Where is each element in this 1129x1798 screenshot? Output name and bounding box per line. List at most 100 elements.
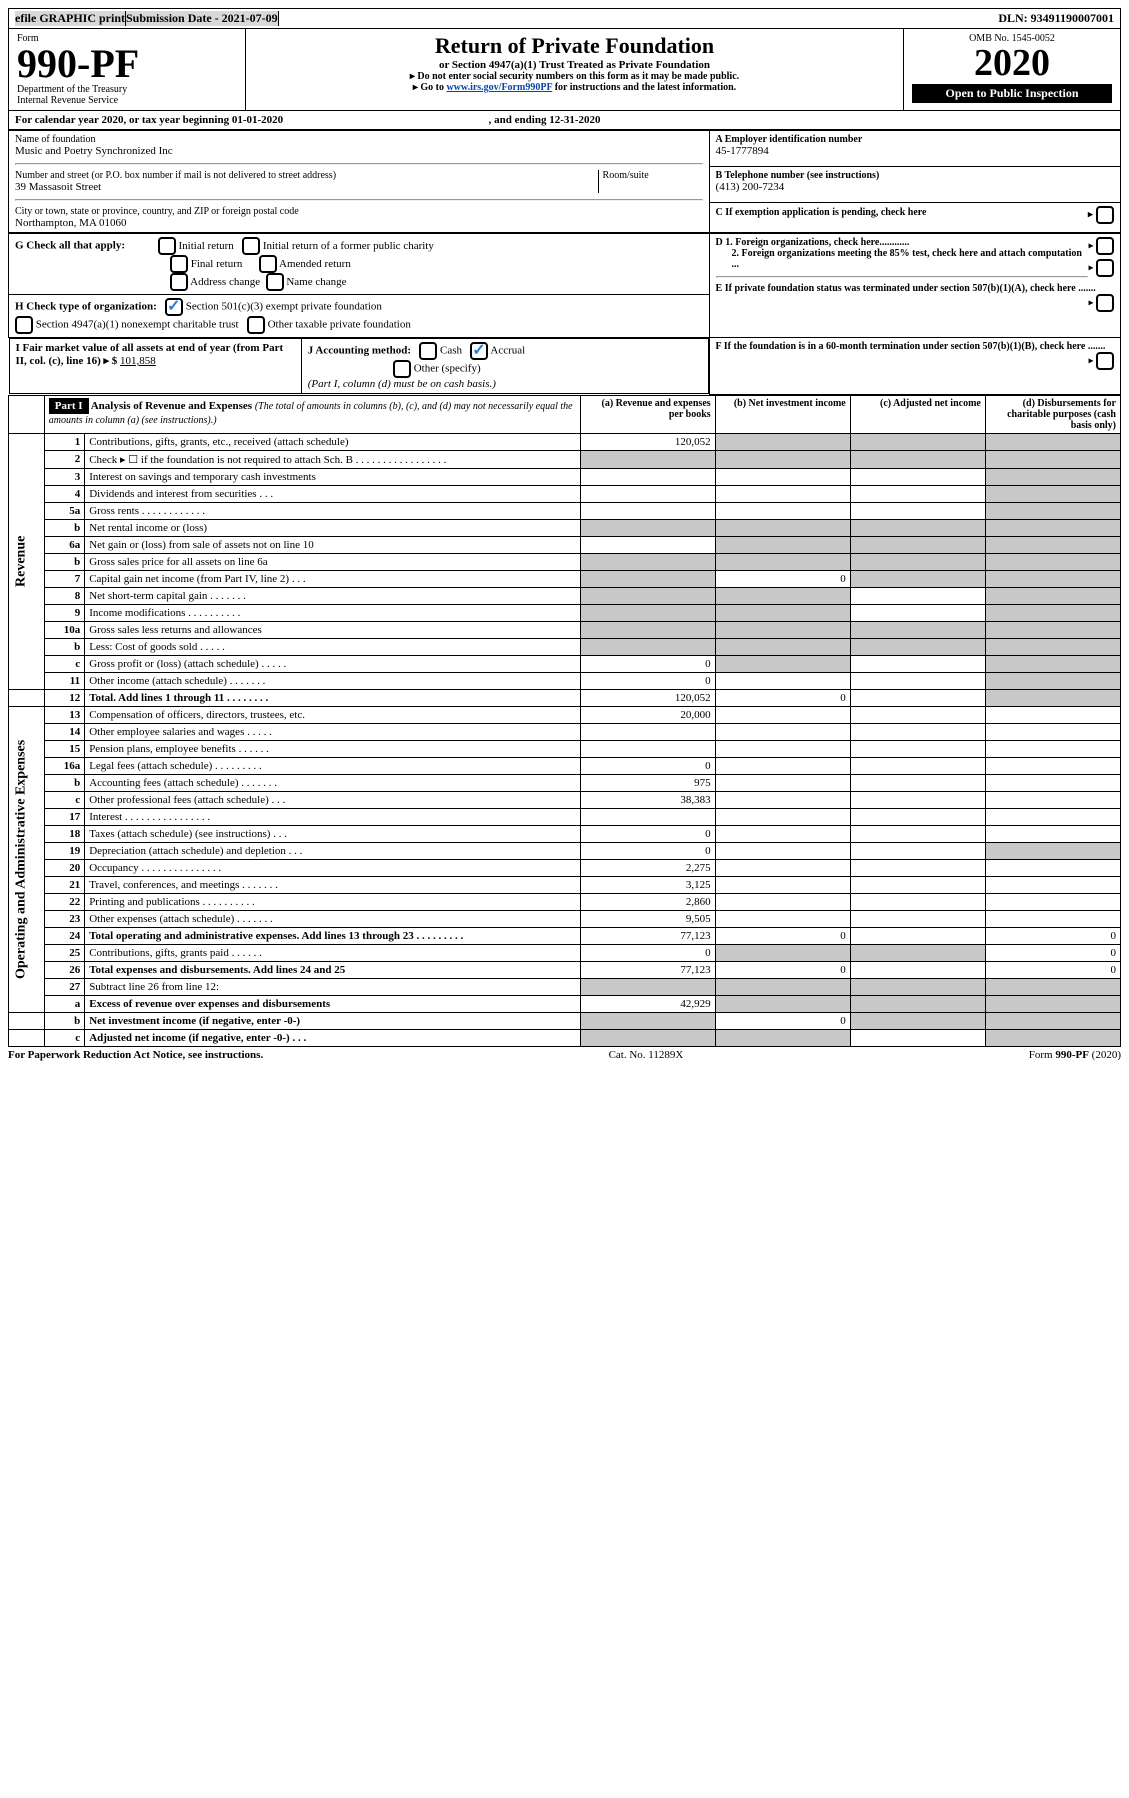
line-5b: bNet rental income or (loss) (9, 519, 1121, 536)
g-amended: Amended return (279, 258, 351, 270)
line-12: 12Total. Add lines 1 through 11 . . . . … (9, 689, 1121, 706)
line-27c: cAdjusted net income (if negative, enter… (9, 1029, 1121, 1046)
line-3: 3Interest on savings and temporary cash … (9, 468, 1121, 485)
phone-label: B Telephone number (see instructions) (716, 170, 1114, 181)
addr-label: Number and street (or P.O. box number if… (15, 170, 598, 181)
h-other-check[interactable] (247, 316, 265, 334)
h-4947-check[interactable] (15, 316, 33, 334)
j-cash: Cash (440, 345, 462, 357)
cal-text-b: , and ending (489, 114, 550, 126)
g-initial-check[interactable] (158, 237, 176, 255)
form-url-link[interactable]: www.irs.gov/Form990PF (446, 82, 552, 93)
line-24: 24Total operating and administrative exp… (9, 927, 1121, 944)
g-final-check[interactable] (170, 255, 188, 273)
line-16c: cOther professional fees (attach schedul… (9, 791, 1121, 808)
note-goto-suffix: for instructions and the latest informat… (552, 82, 736, 93)
efile-print-btn[interactable]: efile GRAPHIC print (15, 11, 126, 26)
j-note: (Part I, column (d) must be on cash basi… (308, 378, 496, 390)
line-11: 11Other income (attach schedule) . . . .… (9, 672, 1121, 689)
j-cash-check[interactable] (419, 342, 437, 360)
line-10b: bLess: Cost of goods sold . . . . . (9, 638, 1121, 655)
box-i-value: 101,858 (120, 355, 156, 367)
col-b-header: (b) Net investment income (715, 395, 850, 433)
line-27: 27Subtract line 26 from line 12: (9, 978, 1121, 995)
foundation-name: Music and Poetry Synchronized Inc (15, 145, 703, 157)
line-22: 22Printing and publications . . . . . . … (9, 893, 1121, 910)
line-25: 25Contributions, gifts, grants paid . . … (9, 944, 1121, 961)
line-14: 14Other employee salaries and wages . . … (9, 723, 1121, 740)
note-goto-prefix: ▸ Go to (413, 82, 447, 93)
d2-check[interactable] (1096, 259, 1114, 277)
line-16b: bAccounting fees (attach schedule) . . .… (9, 774, 1121, 791)
line-26: 26Total expenses and disbursements. Add … (9, 961, 1121, 978)
line-1: Revenue 1Contributions, gifts, grants, e… (9, 433, 1121, 450)
g-address-check[interactable] (170, 273, 188, 291)
j-accrual: Accrual (490, 345, 525, 357)
g-initial-former-check[interactable] (242, 237, 260, 255)
g-address: Address change (190, 276, 260, 288)
city-label: City or town, state or province, country… (15, 206, 703, 217)
line-21: 21Travel, conferences, and meetings . . … (9, 876, 1121, 893)
g-initial-former: Initial return of a former public charit… (263, 240, 434, 252)
city-state-zip: Northampton, MA 01060 (15, 217, 703, 229)
submission-date: Submission Date - 2021-07-09 (126, 11, 279, 26)
box-d2: 2. Foreign organizations meeting the 85%… (716, 248, 1114, 270)
line-5a: 5aGross rents . . . . . . . . . . . . (9, 502, 1121, 519)
footer-center: Cat. No. 11289X (609, 1049, 684, 1061)
line-9: 9Income modifications . . . . . . . . . … (9, 604, 1121, 621)
box-c-check[interactable] (1096, 206, 1114, 224)
h-501c3: Section 501(c)(3) exempt private foundat… (186, 301, 382, 313)
line-2: 2Check ▸ ☐ if the foundation is not requ… (9, 450, 1121, 468)
line-7: 7Capital gain net income (from Part IV, … (9, 570, 1121, 587)
line-6b: bGross sales price for all assets on lin… (9, 553, 1121, 570)
part1-label: Part I (49, 398, 89, 414)
calendar-year-row: For calendar year 2020, or tax year begi… (8, 111, 1121, 130)
d1-check[interactable] (1096, 237, 1114, 255)
tax-year: 2020 (912, 44, 1112, 82)
top-bar: efile GRAPHIC print Submission Date - 20… (8, 8, 1121, 29)
form-title: Return of Private Foundation (254, 33, 895, 59)
part1-title: Analysis of Revenue and Expenses (91, 400, 252, 412)
entity-info-table: Name of foundation Music and Poetry Sync… (8, 130, 1121, 233)
street-address: 39 Massasoit Street (15, 181, 598, 193)
g-name-check[interactable] (266, 273, 284, 291)
line-10c: cGross profit or (loss) (attach schedule… (9, 655, 1121, 672)
box-g-label: G Check all that apply: (15, 240, 125, 252)
dln: DLN: 93491190007001 (992, 9, 1120, 28)
e-check[interactable] (1096, 294, 1114, 312)
h-other: Other taxable private foundation (268, 319, 411, 331)
g-initial: Initial return (179, 240, 234, 252)
form-subtitle: or Section 4947(a)(1) Trust Treated as P… (254, 59, 895, 71)
page-footer: For Paperwork Reduction Act Notice, see … (8, 1049, 1121, 1061)
f-check[interactable] (1096, 352, 1114, 370)
ein-label: A Employer identification number (716, 134, 1114, 145)
j-other-check[interactable] (393, 360, 411, 378)
irs-label: Internal Revenue Service (17, 95, 237, 106)
line-19: 19Depreciation (attach schedule) and dep… (9, 842, 1121, 859)
footer-right: Form 990-PF (2020) (1029, 1049, 1121, 1061)
room-label: Room/suite (603, 170, 703, 181)
cal-text-a: For calendar year 2020, or tax year begi… (15, 114, 232, 126)
checkbox-section: G Check all that apply: Initial return I… (8, 233, 1121, 395)
form-number: 990-PF (17, 44, 237, 84)
line-16a: 16aLegal fees (attach schedule) . . . . … (9, 757, 1121, 774)
j-other: Other (specify) (414, 363, 481, 375)
line-4: 4Dividends and interest from securities … (9, 485, 1121, 502)
box-h-label: H Check type of organization: (15, 301, 157, 313)
line-8: 8Net short-term capital gain . . . . . .… (9, 587, 1121, 604)
line-27b: bNet investment income (if negative, ent… (9, 1012, 1121, 1029)
j-accrual-check[interactable] (470, 342, 488, 360)
line-18: 18Taxes (attach schedule) (see instructi… (9, 825, 1121, 842)
h-4947: Section 4947(a)(1) nonexempt charitable … (36, 319, 239, 331)
box-g: G Check all that apply: Initial return I… (15, 237, 703, 291)
box-e: E If private foundation status was termi… (716, 283, 1114, 294)
g-amended-check[interactable] (259, 255, 277, 273)
form-header: Form 990-PF Department of the Treasury I… (8, 29, 1121, 111)
g-final: Final return (191, 258, 243, 270)
line-13: Operating and Administrative Expenses 13… (9, 706, 1121, 723)
dept-treasury: Department of the Treasury (17, 84, 237, 95)
box-c-label: C If exemption application is pending, c… (716, 207, 927, 218)
h-501c3-check[interactable] (165, 298, 183, 316)
phone-value: (413) 200-7234 (716, 181, 1114, 193)
box-j-label: J Accounting method: (308, 345, 411, 357)
